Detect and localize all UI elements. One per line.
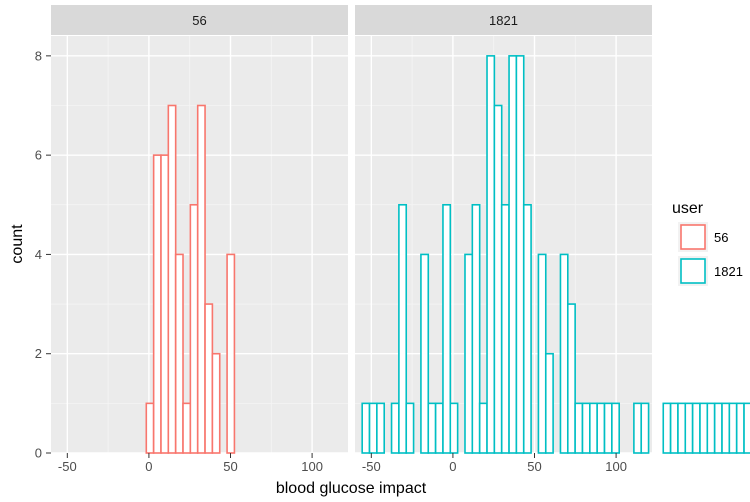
panel-2-bars (361, 55, 750, 454)
histogram-bar (398, 203, 408, 454)
histogram-bar (174, 253, 184, 454)
histogram-bar (537, 253, 547, 454)
x-tick-label: 50 (527, 459, 541, 474)
histogram-bar (581, 402, 591, 454)
legend-title: user (672, 200, 704, 217)
histogram-bar (669, 402, 679, 454)
x-tick-label: 0 (145, 459, 152, 474)
legend-key-swatch (680, 224, 706, 250)
histogram-bar (471, 203, 481, 454)
strip-1-label: 56 (192, 13, 206, 28)
x-tick-label: -50 (362, 459, 381, 474)
histogram-bar (574, 402, 584, 454)
panel-1-bars (145, 104, 236, 454)
histogram-bar (368, 402, 378, 454)
histogram-bar (589, 402, 598, 454)
histogram-bar (508, 55, 518, 454)
histogram-bar (735, 402, 745, 454)
histogram-bar (226, 253, 236, 454)
y-tick-label: 0 (35, 446, 42, 461)
histogram-bar (633, 402, 643, 454)
histogram-bar (434, 402, 444, 454)
histogram-bar (189, 203, 199, 454)
histogram-bar (211, 352, 221, 454)
histogram-bar (167, 104, 177, 454)
strip-2-background (355, 5, 652, 35)
histogram-bar (182, 402, 192, 454)
histogram-bar (728, 402, 738, 454)
histogram-bar (427, 402, 437, 454)
histogram-bar (500, 203, 510, 454)
histogram-bar (544, 352, 554, 454)
histogram-bar (743, 402, 750, 454)
histogram-bar (376, 402, 386, 454)
y-tick-label: 4 (35, 247, 42, 262)
histogram-bar (152, 154, 162, 454)
histogram-bar (640, 402, 650, 454)
legend-keys: 56 1821 (678, 222, 743, 286)
x-tick-label: 100 (301, 459, 323, 474)
histogram-bar (204, 303, 214, 454)
histogram-bar (706, 402, 716, 454)
histogram-bar (677, 402, 687, 454)
panel-1: 56 (51, 5, 348, 454)
strip-2-label: 1821 (489, 13, 518, 28)
x-axes: -50 0 50 100 -50 0 50 100 (58, 453, 627, 474)
panel-2: 1821 (355, 5, 750, 454)
histogram-bar (596, 402, 606, 454)
x-axis-title: blood glucose impact (276, 480, 427, 497)
histogram-bar (515, 55, 525, 454)
y-axis: 0 2 4 6 8 (35, 48, 51, 461)
x-tick-label: 50 (223, 459, 237, 474)
x-tick-label: -50 (58, 459, 77, 474)
y-axis-title: count (9, 224, 26, 264)
histogram-bar (713, 402, 723, 454)
legend-label: 56 (714, 230, 728, 245)
y-tick-label: 6 (35, 148, 42, 163)
histogram-bar (464, 253, 474, 454)
histogram-bar (611, 402, 620, 454)
histogram-bar (691, 402, 701, 454)
histogram-bar (196, 104, 206, 454)
y-tick-label: 2 (35, 346, 42, 361)
histogram-bar (449, 402, 459, 454)
x-tick-label: 100 (605, 459, 627, 474)
histogram-bar (662, 402, 672, 454)
histogram-bar (566, 303, 576, 454)
legend-label: 1821 (714, 264, 743, 279)
x-tick-label: 0 (449, 459, 456, 474)
histogram-bar (721, 402, 731, 454)
histogram-bar (478, 402, 488, 454)
histogram-bar (390, 402, 400, 454)
histogram-bar (486, 55, 496, 454)
y-tick-label: 8 (35, 48, 42, 63)
histogram-bar (405, 402, 415, 454)
histogram-bar (699, 402, 709, 454)
histogram-bar (361, 402, 371, 454)
histogram-bar (420, 253, 430, 454)
histogram-bar (684, 402, 694, 454)
histogram-bar (522, 203, 532, 454)
histogram-bar (603, 402, 613, 454)
histogram-bar (559, 253, 569, 454)
legend: user 56 1821 (672, 200, 743, 286)
strip-1-background (51, 5, 348, 35)
histogram-bar (145, 402, 155, 454)
histogram-bar (160, 154, 170, 454)
histogram-bar (493, 104, 503, 454)
histogram-bar (442, 203, 452, 454)
legend-key-swatch (680, 258, 706, 284)
